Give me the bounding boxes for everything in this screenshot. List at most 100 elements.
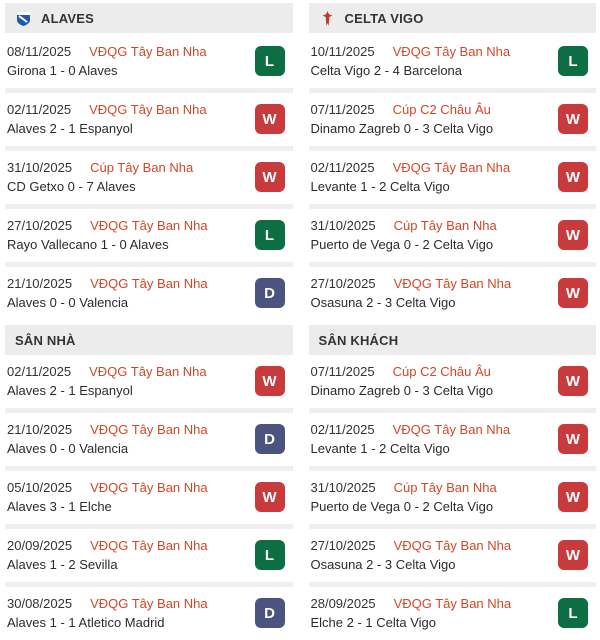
match-result: Girona 1 - 0 Alaves — [7, 63, 118, 78]
league-name[interactable]: VĐQG Tây Ban Nha — [393, 538, 512, 553]
league-name[interactable]: VĐQG Tây Ban Nha — [90, 422, 208, 437]
match-row[interactable]: 31/10/2025 Cúp Tây Ban Nha Puerto de Veg… — [308, 204, 596, 262]
match-date: 02/11/2025 — [7, 364, 72, 379]
match-date: 27/10/2025 — [7, 218, 73, 233]
match-meta: 02/11/2025 VĐQG Tây Ban Nha — [7, 100, 247, 119]
match-row[interactable]: 08/11/2025 VĐQG Tây Ban Nha Girona 1 - 0… — [5, 35, 293, 88]
match-row[interactable]: 30/08/2025 VĐQG Tây Ban Nha Alaves 1 - 1… — [5, 582, 293, 640]
match-row[interactable]: 31/10/2025 Cúp Tây Ban Nha CD Getxo 0 - … — [5, 146, 293, 204]
match-row[interactable]: 20/09/2025 VĐQG Tây Ban Nha Alaves 1 - 2… — [5, 524, 293, 582]
outcome-badge: L — [558, 46, 588, 76]
league-name[interactable]: Cúp Tây Ban Nha — [393, 218, 497, 233]
match-row[interactable]: 05/10/2025 VĐQG Tây Ban Nha Alaves 3 - 1… — [5, 466, 293, 524]
league-name[interactable]: VĐQG Tây Ban Nha — [393, 596, 512, 611]
team-header: ALAVES — [5, 3, 293, 33]
match-result: Osasuna 2 - 3 Celta Vigo — [310, 557, 456, 572]
league-name[interactable]: VĐQG Tây Ban Nha — [90, 596, 208, 611]
match-row[interactable]: 02/11/2025 VĐQG Tây Ban Nha Levante 1 - … — [308, 408, 596, 466]
match-result: Alaves 2 - 1 Espanyol — [7, 121, 133, 136]
match-date: 02/11/2025 — [310, 422, 375, 437]
recent-form-list: 10/11/2025 VĐQG Tây Ban Nha Celta Vigo 2… — [308, 35, 597, 320]
match-info: 27/10/2025 VĐQG Tây Ban Nha Osasuna 2 - … — [311, 274, 551, 312]
league-name[interactable]: Cúp C2 Châu Âu — [392, 102, 491, 117]
match-info: 31/10/2025 Cúp Tây Ban Nha CD Getxo 0 - … — [7, 158, 247, 196]
league-name[interactable]: VĐQG Tây Ban Nha — [89, 44, 207, 59]
match-meta: 21/10/2025 VĐQG Tây Ban Nha — [7, 274, 247, 293]
match-result: Dinamo Zagreb 0 - 3 Celta Vigo — [310, 121, 494, 136]
match-row[interactable]: 02/11/2025 VĐQG Tây Ban Nha Alaves 2 - 1… — [5, 355, 293, 408]
league-name[interactable]: VĐQG Tây Ban Nha — [90, 276, 208, 291]
section-header-home: SÂN NHÀ — [5, 325, 293, 355]
match-row[interactable]: 07/11/2025 Cúp C2 Châu Âu Dinamo Zagreb … — [308, 88, 596, 146]
league-name[interactable]: VĐQG Tây Ban Nha — [90, 480, 208, 495]
match-date: 30/08/2025 — [7, 596, 73, 611]
outcome-badge: W — [254, 482, 285, 512]
match-row[interactable]: 02/11/2025 VĐQG Tây Ban Nha Levante 1 - … — [308, 146, 596, 204]
outcome-badge: W — [558, 540, 588, 570]
section-header-away: SÂN KHÁCH — [308, 325, 596, 355]
match-result: Elche 2 - 1 Celta Vigo — [310, 615, 437, 630]
match-meta: 21/10/2025 VĐQG Tây Ban Nha — [7, 420, 247, 439]
league-name[interactable]: VĐQG Tây Ban Nha — [393, 276, 512, 291]
league-name[interactable]: VĐQG Tây Ban Nha — [89, 102, 207, 117]
league-name[interactable]: VĐQG Tây Ban Nha — [392, 160, 511, 175]
match-meta: 02/11/2025 VĐQG Tây Ban Nha — [311, 158, 551, 177]
match-info: 31/10/2025 Cúp Tây Ban Nha Puerto de Veg… — [311, 478, 551, 516]
league-name[interactable]: VĐQG Tây Ban Nha — [392, 422, 511, 437]
match-row[interactable]: 07/11/2025 Cúp C2 Châu Âu Dinamo Zagreb … — [309, 355, 597, 408]
match-info: 05/10/2025 VĐQG Tây Ban Nha Alaves 3 - 1… — [7, 478, 247, 516]
match-meta: 28/09/2025 VĐQG Tây Ban Nha — [311, 594, 551, 613]
match-meta: 30/08/2025 VĐQG Tây Ban Nha — [7, 594, 247, 613]
match-date: 08/11/2025 — [7, 44, 72, 59]
match-row[interactable]: 21/10/2025 VĐQG Tây Ban Nha Alaves 0 - 0… — [5, 408, 293, 466]
outcome-badge: W — [558, 366, 588, 396]
alaves-crest-icon — [15, 10, 32, 27]
match-info: 27/10/2025 VĐQG Tây Ban Nha Rayo Valleca… — [7, 216, 247, 254]
match-row[interactable]: 21/10/2025 VĐQG Tây Ban Nha Alaves 0 - 0… — [5, 262, 293, 320]
match-row[interactable]: 02/11/2025 VĐQG Tây Ban Nha Alaves 2 - 1… — [5, 88, 293, 146]
match-row[interactable]: 27/10/2025 VĐQG Tây Ban Nha Osasuna 2 - … — [308, 524, 596, 582]
match-result: Alaves 0 - 0 Valencia — [7, 295, 129, 310]
team-column-alaves: ALAVES 08/11/2025 VĐQG Tây Ban Nha Giron… — [5, 3, 293, 640]
match-meta: 08/11/2025 VĐQG Tây Ban Nha — [7, 42, 247, 61]
match-date: 31/10/2025 — [310, 218, 376, 233]
match-result: Alaves 0 - 0 Valencia — [7, 441, 129, 456]
match-result: Levante 1 - 2 Celta Vigo — [310, 441, 450, 456]
match-info: 10/11/2025 VĐQG Tây Ban Nha Celta Vigo 2… — [311, 42, 551, 80]
match-date: 20/09/2025 — [7, 538, 73, 553]
match-info: 21/10/2025 VĐQG Tây Ban Nha Alaves 0 - 0… — [7, 274, 247, 312]
match-meta: 27/10/2025 VĐQG Tây Ban Nha — [7, 216, 247, 235]
match-row[interactable]: 27/10/2025 VĐQG Tây Ban Nha Osasuna 2 - … — [308, 262, 596, 320]
match-date: 31/10/2025 — [310, 480, 376, 495]
match-row[interactable]: 28/09/2025 VĐQG Tây Ban Nha Elche 2 - 1 … — [308, 582, 596, 640]
match-info: 02/11/2025 VĐQG Tây Ban Nha Alaves 2 - 1… — [7, 362, 247, 400]
match-row[interactable]: 10/11/2025 VĐQG Tây Ban Nha Celta Vigo 2… — [309, 35, 597, 88]
outcome-badge: W — [254, 162, 285, 192]
league-name[interactable]: VĐQG Tây Ban Nha — [392, 44, 511, 59]
team-header: CELTA VIGO — [308, 3, 596, 33]
outcome-badge: L — [558, 598, 588, 628]
match-result: Alaves 3 - 1 Elche — [7, 499, 112, 514]
league-name[interactable]: Cúp Tây Ban Nha — [90, 160, 194, 175]
match-date: 21/10/2025 — [7, 422, 73, 437]
league-name[interactable]: Cúp Tây Ban Nha — [393, 480, 497, 495]
match-info: 07/11/2025 Cúp C2 Châu Âu Dinamo Zagreb … — [311, 362, 551, 400]
match-result: Levante 1 - 2 Celta Vigo — [310, 179, 450, 194]
match-meta: 31/10/2025 Cúp Tây Ban Nha — [7, 158, 247, 177]
league-name[interactable]: Cúp C2 Châu Âu — [392, 364, 491, 379]
outcome-badge: W — [558, 162, 588, 192]
outcome-badge: W — [558, 220, 588, 250]
league-name[interactable]: VĐQG Tây Ban Nha — [90, 538, 208, 553]
match-result: Alaves 1 - 2 Sevilla — [7, 557, 118, 572]
match-date: 07/11/2025 — [310, 364, 375, 379]
league-name[interactable]: VĐQG Tây Ban Nha — [90, 218, 208, 233]
match-info: 31/10/2025 Cúp Tây Ban Nha Puerto de Veg… — [311, 216, 551, 254]
match-row[interactable]: 31/10/2025 Cúp Tây Ban Nha Puerto de Veg… — [308, 466, 596, 524]
match-meta: 02/11/2025 VĐQG Tây Ban Nha — [311, 420, 551, 439]
league-name[interactable]: VĐQG Tây Ban Nha — [89, 364, 207, 379]
match-row[interactable]: 27/10/2025 VĐQG Tây Ban Nha Rayo Valleca… — [5, 204, 293, 262]
team-column-celta-vigo: CELTA VIGO 10/11/2025 VĐQG Tây Ban Nha C… — [308, 3, 597, 640]
match-result: Osasuna 2 - 3 Celta Vigo — [310, 295, 456, 310]
match-info: 30/08/2025 VĐQG Tây Ban Nha Alaves 1 - 1… — [7, 594, 247, 632]
